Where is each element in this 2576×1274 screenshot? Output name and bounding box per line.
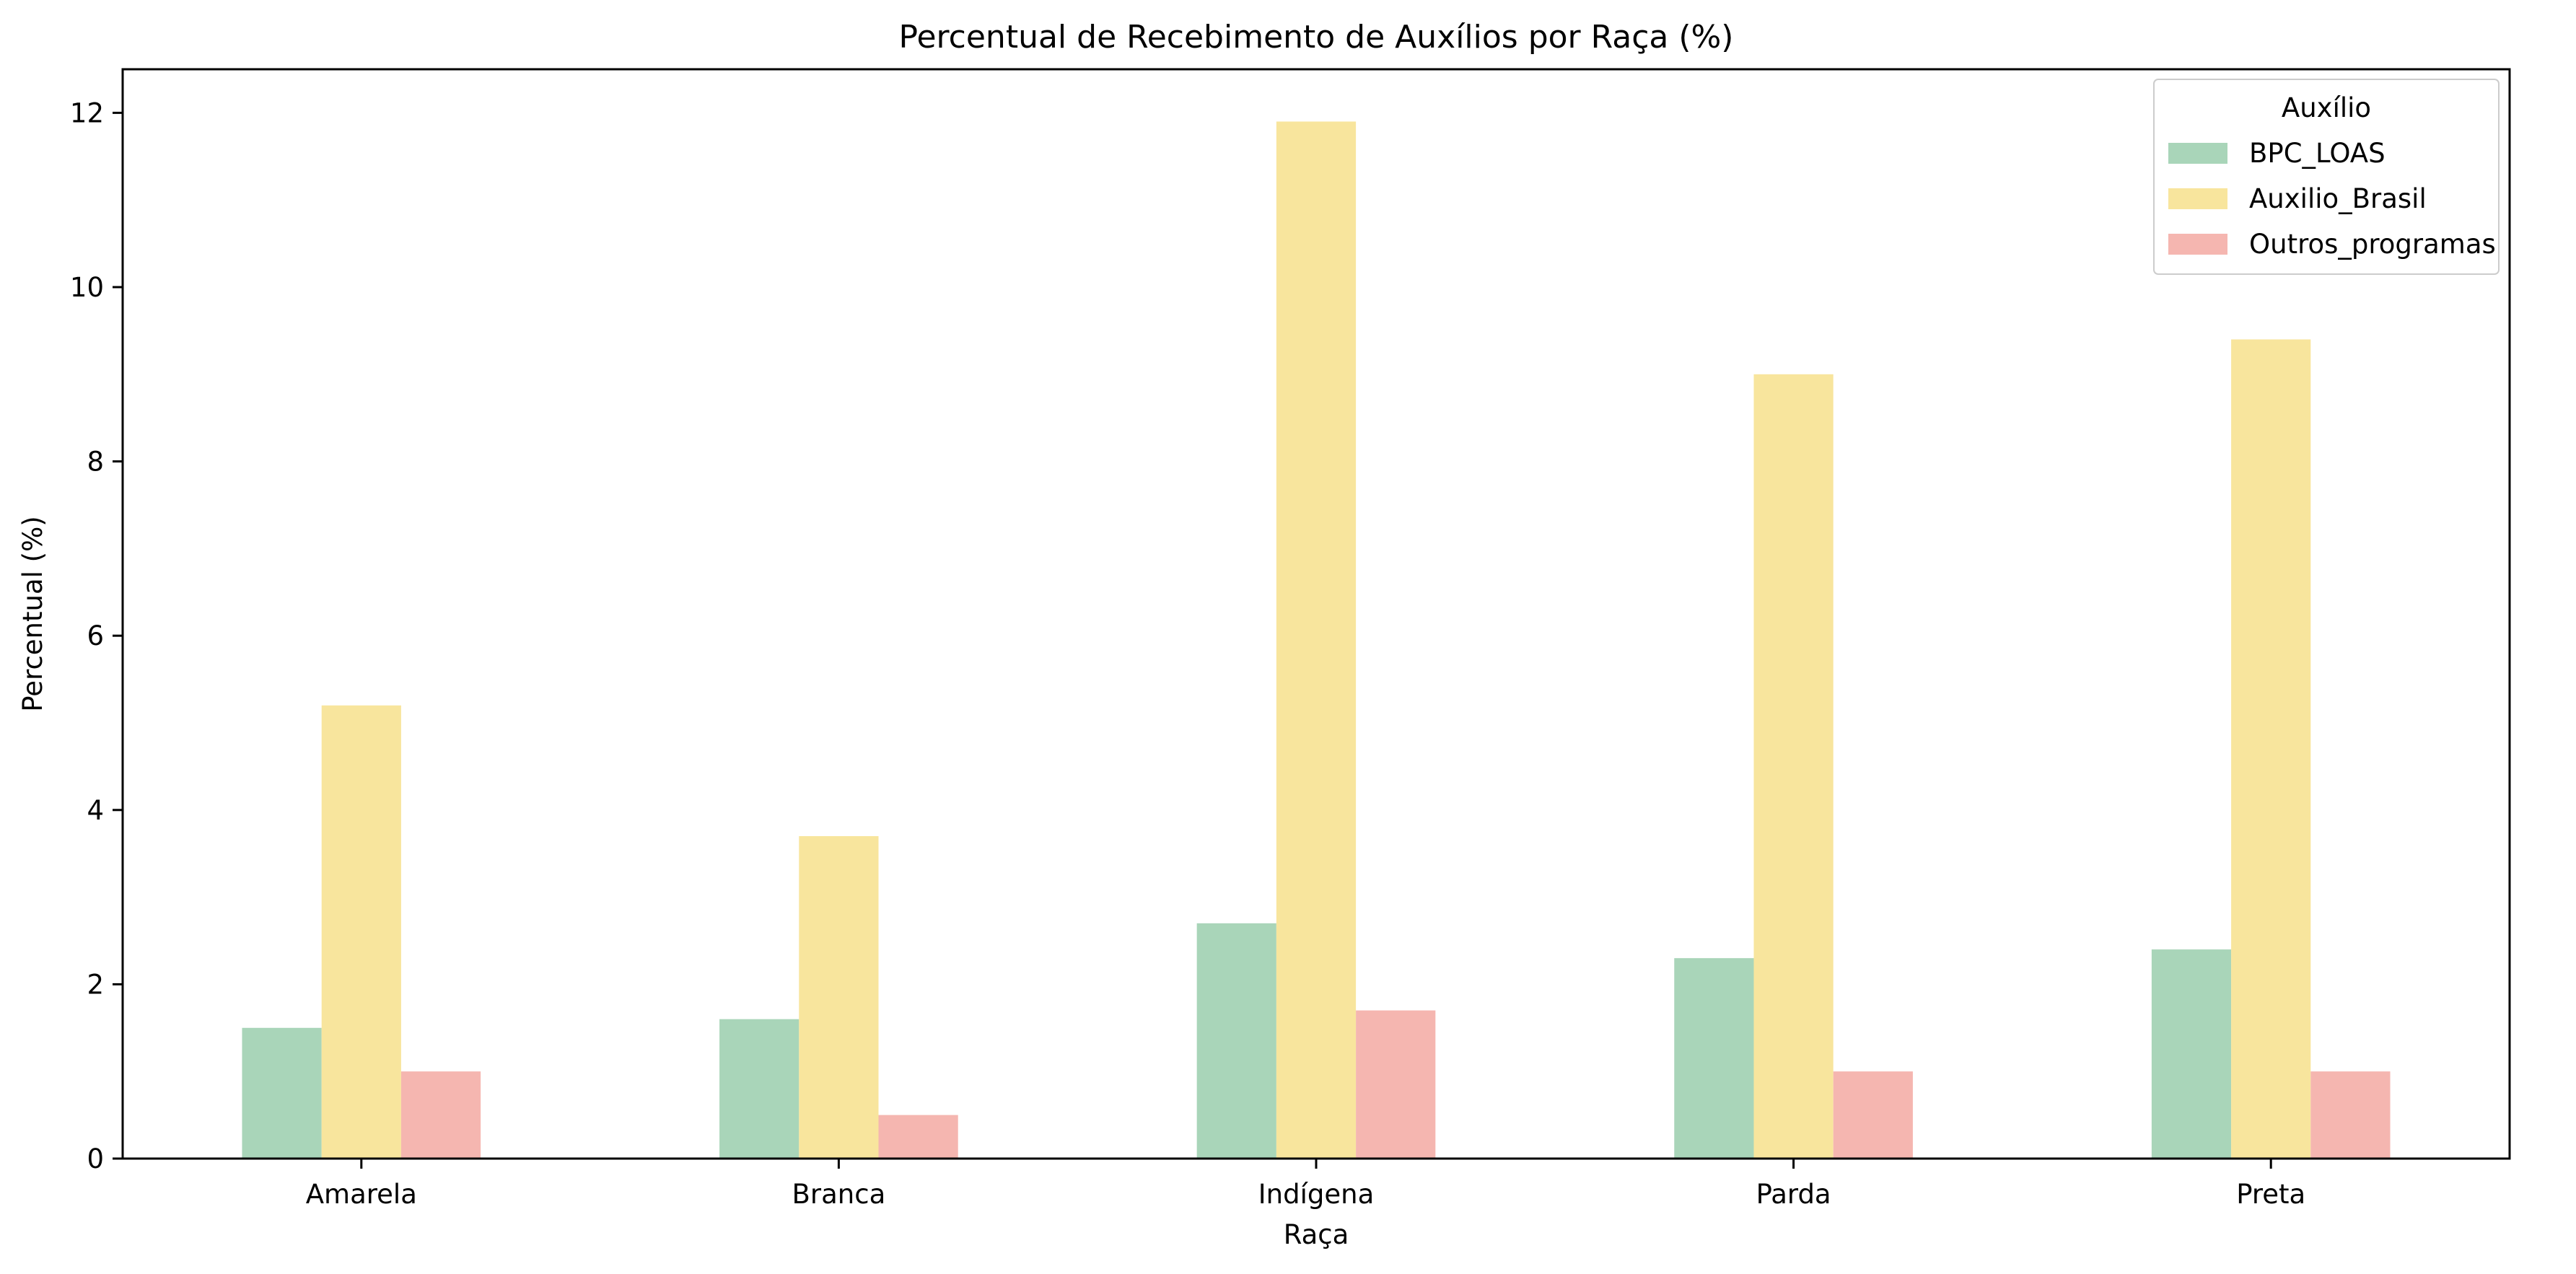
bar-outros-programas-amarela bbox=[400, 1071, 481, 1159]
y-tick-label: 6 bbox=[87, 620, 104, 651]
y-tick-label: 8 bbox=[87, 447, 104, 478]
x-tick-label: Amarela bbox=[306, 1179, 417, 1210]
legend-swatch bbox=[2168, 188, 2227, 209]
y-axis: 0 2 4 6 8 10 12 bbox=[70, 97, 123, 1174]
bar-auxilio-brasil-preta bbox=[2231, 339, 2311, 1159]
chart-title: Percentual de Recebimento de Auxílios po… bbox=[899, 19, 1734, 56]
x-tick-label: Preta bbox=[2236, 1179, 2305, 1210]
bar-bpc-loas-preta bbox=[2151, 949, 2232, 1159]
x-axis-label: Raça bbox=[1284, 1219, 1349, 1250]
legend-box bbox=[2153, 79, 2500, 275]
y-tick-label: 10 bbox=[70, 272, 104, 303]
x-axis: Amarela Branca Indígena Parda Preta bbox=[306, 1159, 2305, 1210]
y-axis-label: Percentual (%) bbox=[17, 516, 48, 711]
legend-swatch bbox=[2168, 234, 2227, 255]
x-tick-label: Indígena bbox=[1258, 1179, 1375, 1210]
bars-group bbox=[242, 121, 2391, 1159]
legend: Auxílio BPC_LOAS Auxilio_Brasil Outros_pro… bbox=[2153, 79, 2500, 275]
x-tick-label: Branca bbox=[792, 1179, 886, 1210]
y-tick-label: 2 bbox=[87, 969, 104, 1000]
legend-entry-label: Outros_programas bbox=[2249, 229, 2496, 260]
bar-auxilio-brasil-branca bbox=[799, 836, 879, 1159]
legend-entry-label: Auxilio_Brasil bbox=[2249, 183, 2427, 214]
y-tick-label: 12 bbox=[70, 97, 104, 128]
bar-outros-programas-branca bbox=[878, 1115, 958, 1159]
bar-bpc-loas-parda bbox=[1674, 958, 1754, 1159]
bar-bpc-loas-amarela bbox=[242, 1027, 322, 1159]
bar-auxilio-brasil-parda bbox=[1753, 374, 1834, 1159]
bar-outros-programas-parda bbox=[1833, 1071, 1913, 1159]
legend-entry-label: BPC_LOAS bbox=[2249, 138, 2386, 169]
bar-auxilio-brasil-indígena bbox=[1276, 121, 1357, 1159]
plot-frame bbox=[121, 68, 2511, 1160]
bar-outros-programas-indígena bbox=[1356, 1010, 1436, 1159]
bar-outros-programas-preta bbox=[2310, 1071, 2391, 1159]
y-tick-label: 4 bbox=[87, 795, 104, 826]
bar-bpc-loas-indígena bbox=[1196, 923, 1276, 1159]
x-tick-label: Parda bbox=[1756, 1179, 1831, 1210]
legend-swatch bbox=[2168, 143, 2227, 164]
bar-bpc-loas-branca bbox=[719, 1019, 799, 1159]
y-tick-label: 0 bbox=[87, 1143, 104, 1174]
legend-title: Auxílio bbox=[2282, 92, 2371, 123]
bar-auxilio-brasil-amarela bbox=[321, 705, 401, 1159]
